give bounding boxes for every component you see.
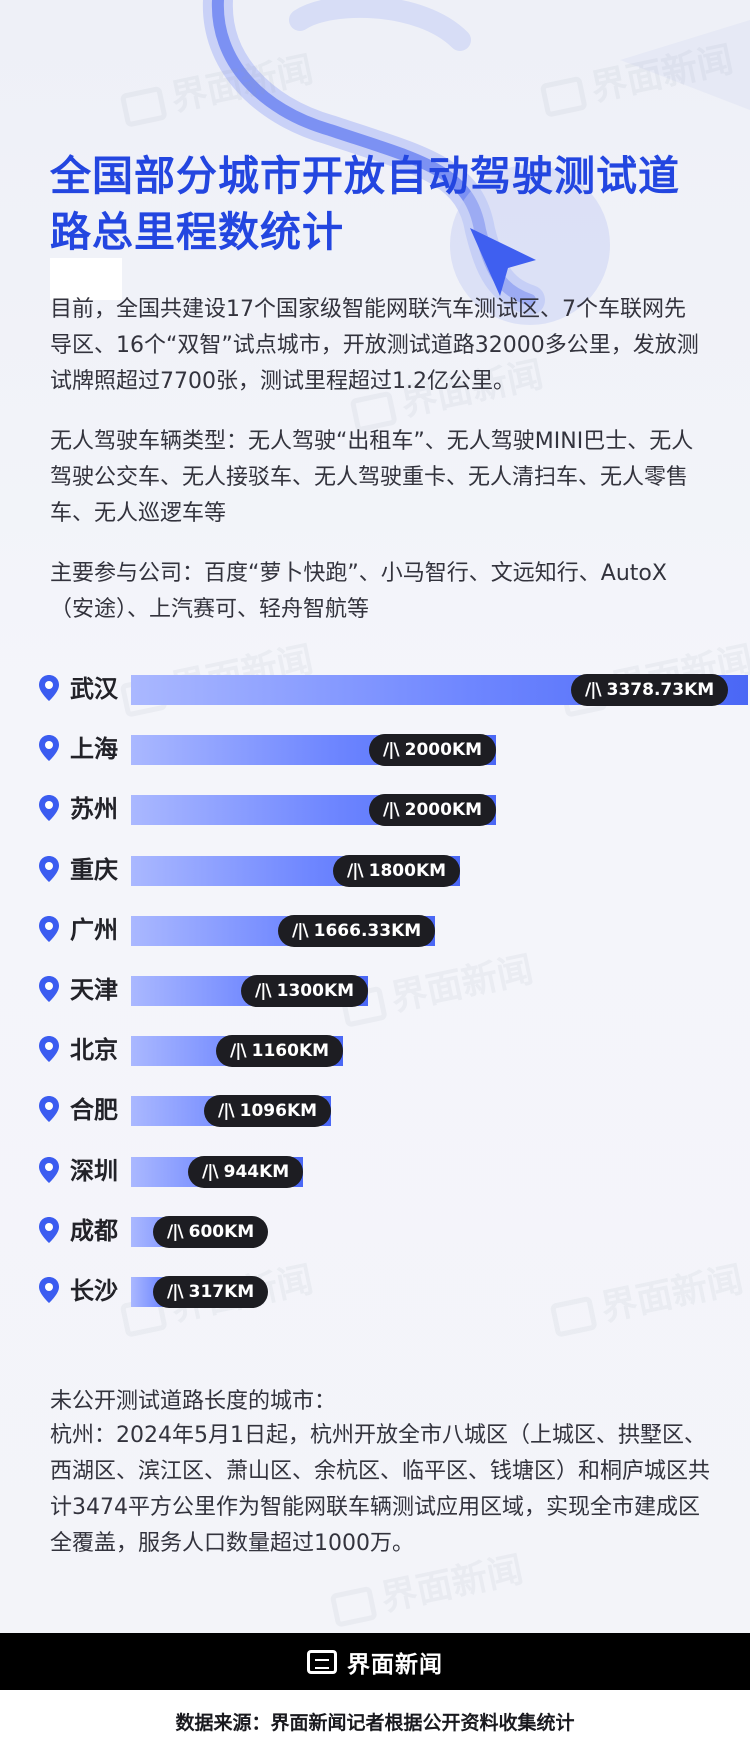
- city-label: 武汉: [70, 675, 118, 703]
- city-label: 苏州: [70, 795, 118, 823]
- road-icon: /|\: [383, 800, 400, 820]
- watermark: 界面新闻: [537, 30, 738, 121]
- map-pin-icon: [39, 916, 59, 942]
- label-placeholder-box: [50, 258, 122, 300]
- map-pin-icon: [39, 1036, 59, 1062]
- chart-row: 武汉 /|\ 3378.73KM: [38, 672, 748, 706]
- data-source-note: 数据来源：界面新闻记者根据公开资料收集统计: [0, 1690, 750, 1761]
- value-text: 600KM: [188, 1222, 255, 1242]
- value-label: /|\ 3378.73KM: [571, 674, 729, 706]
- map-pin-icon: [39, 795, 59, 821]
- chart-row: 重庆 /|\ 1800KM: [38, 853, 728, 887]
- vehicle-types-paragraph: 无人驾驶车辆类型：无人驾驶“出租车”、无人驾驶MINI巴士、无人驾驶公交车、无人…: [50, 429, 694, 526]
- value-text: 317KM: [188, 1282, 255, 1302]
- value-label: /|\ 944KM: [188, 1156, 304, 1188]
- value-text: 1300KM: [276, 981, 355, 1001]
- value-label: /|\ 1160KM: [216, 1035, 344, 1067]
- footnote-text: 杭州：2024年5月1日起，杭州开放全市八城区（上城区、拱墅区、西湖区、滨江区、…: [50, 1423, 711, 1556]
- value-label: /|\ 1096KM: [204, 1095, 332, 1127]
- value-label: /|\ 317KM: [153, 1276, 269, 1308]
- city-label: 广州: [70, 916, 118, 944]
- map-pin-icon: [39, 735, 59, 761]
- chart-row: 深圳 /|\ 944KM: [38, 1154, 728, 1188]
- city-label: 重庆: [70, 856, 118, 884]
- city-label: 上海: [70, 735, 118, 763]
- city-label: 深圳: [70, 1157, 118, 1185]
- road-icon: /|\: [585, 680, 602, 700]
- city-label: 成都: [70, 1217, 118, 1245]
- page-title: 全国部分城市开放自动驾驶测试道路总里程数统计: [50, 152, 680, 256]
- road-icon: /|\: [167, 1222, 184, 1242]
- map-pin-icon: [39, 976, 59, 1002]
- map-pin-icon: [39, 1217, 59, 1243]
- city-label: 北京: [70, 1036, 118, 1064]
- value-text: 2000KM: [404, 800, 483, 820]
- value-text: 944KM: [223, 1162, 290, 1182]
- value-label: /|\ 600KM: [153, 1216, 269, 1248]
- value-label: /|\ 1800KM: [333, 855, 461, 887]
- map-pin-icon: [39, 675, 59, 701]
- value-text: 1096KM: [239, 1101, 318, 1121]
- brand-name: 界面新闻: [347, 1651, 443, 1678]
- map-pin-icon: [39, 856, 59, 882]
- city-label: 天津: [70, 976, 118, 1004]
- value-label: /|\ 2000KM: [369, 794, 497, 826]
- city-label: 长沙: [70, 1277, 118, 1305]
- road-icon: /|\: [255, 981, 272, 1001]
- value-text: 2000KM: [404, 740, 483, 760]
- map-pin-icon: [39, 1096, 59, 1122]
- road-icon: /|\: [167, 1282, 184, 1302]
- mileage-bar-chart: 武汉/|\ 3378.73KM 上海/|\ 2000KM 苏州/|\ 2000KM 重庆/|…: [38, 672, 748, 1332]
- companies-paragraph: 主要参与公司：百度“萝卜快跑”、小马智行、文远知行、AutoX（安途）、上汽赛可…: [50, 561, 667, 622]
- road-icon: /|\: [230, 1041, 247, 1061]
- chart-row: 长沙 /|\ 317KM: [38, 1274, 728, 1308]
- road-icon: /|\: [218, 1101, 235, 1121]
- chart-row: 成都 /|\ 600KM: [38, 1214, 728, 1248]
- map-pin-icon: [39, 1157, 59, 1183]
- value-text: 1160KM: [251, 1041, 330, 1061]
- intro-paragraph: 目前，全国共建设17个国家级智能网联汽车测试区、7个车联网先导区、16个“双智”…: [50, 297, 699, 394]
- footnote-title: 未公开测试道路长度的城市：: [50, 1389, 337, 1414]
- value-text: 1666.33KM: [313, 921, 422, 941]
- chart-row: 北京 /|\ 1160KM: [38, 1033, 728, 1067]
- chart-row: 广州 /|\ 1666.33KM: [38, 913, 728, 947]
- value-label: /|\ 1666.33KM: [278, 915, 436, 947]
- brand-bar: 界面新闻: [0, 1633, 750, 1690]
- chart-row: 苏州 /|\ 2000KM: [38, 792, 728, 826]
- road-icon: /|\: [383, 740, 400, 760]
- city-label: 合肥: [70, 1096, 118, 1124]
- value-label: /|\ 2000KM: [369, 734, 497, 766]
- road-icon: /|\: [202, 1162, 219, 1182]
- chart-row: 上海 /|\ 2000KM: [38, 732, 728, 766]
- value-label: /|\ 1300KM: [241, 975, 369, 1007]
- road-icon: /|\: [347, 861, 364, 881]
- value-text: 1800KM: [368, 861, 447, 881]
- jiemian-logo-icon: [307, 1649, 337, 1674]
- chart-row: 天津 /|\ 1300KM: [38, 973, 728, 1007]
- chart-row: 合肥 /|\ 1096KM: [38, 1093, 728, 1127]
- watermark: 界面新闻: [117, 40, 318, 131]
- road-icon: /|\: [292, 921, 309, 941]
- value-text: 3378.73KM: [606, 680, 715, 700]
- map-pin-icon: [39, 1277, 59, 1303]
